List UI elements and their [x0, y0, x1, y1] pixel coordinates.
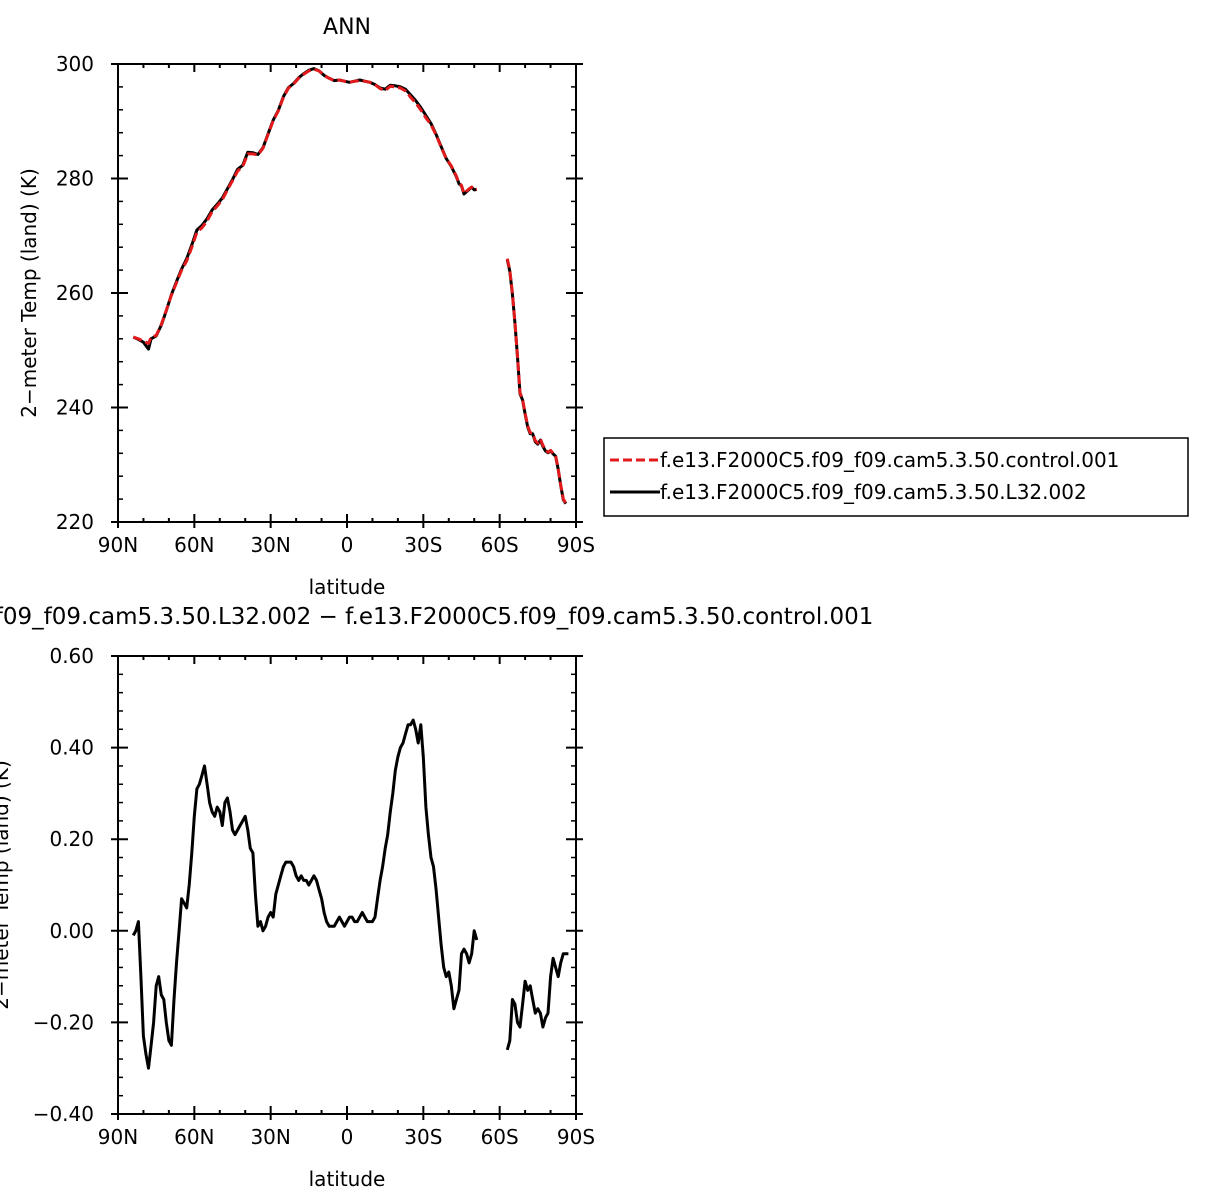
y-tick-label: −0.20: [33, 1010, 94, 1034]
y-axis-label: 2−meter Temp (land) (K): [0, 760, 13, 1010]
x-tick-label: 30N: [250, 1125, 290, 1149]
y-axis-label: 2−meter Temp (land) (K): [17, 168, 41, 418]
y-tick-label: 240: [56, 396, 94, 420]
x-tick-label: 60N: [174, 533, 214, 557]
x-tick-label: 30N: [250, 533, 290, 557]
x-tick-label: 90N: [98, 533, 138, 557]
panel-difference: f.e13.F2000C5.f09_f09.cam5.3.50.L32.002 …: [0, 604, 873, 1191]
series-line-control: [132, 67, 478, 345]
legend-box: [603, 437, 1189, 517]
x-tick-label: 0: [341, 533, 354, 557]
x-tick-label: 60N: [174, 1125, 214, 1149]
series-lines: [131, 718, 569, 1070]
y-tick-label: 280: [56, 167, 94, 191]
panel-annual-temp: ANN latitude 2−meter Temp (land) (K) 90N…: [17, 15, 595, 599]
series-line-l32: [505, 259, 568, 505]
y-tick-label: 0.20: [49, 827, 94, 851]
x-tick-label: 90S: [557, 533, 595, 557]
legend: f.e13.F2000C5.f09_f09.cam5.3.50.control.…: [603, 437, 1189, 517]
plot-frame: [117, 655, 577, 1115]
series-line-control: [505, 258, 568, 504]
chart-title: ANN: [323, 15, 371, 40]
y-tick-label: 300: [56, 52, 94, 76]
x-tick-label: 90S: [557, 1125, 595, 1149]
x-tick-label: 60S: [481, 1125, 519, 1149]
series-line-l32: [131, 718, 479, 1070]
y-tick-label: 0.40: [49, 736, 94, 760]
series-lines: [132, 67, 568, 505]
series-line-l32: [132, 67, 478, 351]
x-tick-label: 0: [341, 1125, 354, 1149]
y-tick-label: −0.40: [33, 1102, 94, 1126]
plot-frame: [117, 63, 577, 523]
x-tick-label: 60S: [481, 533, 519, 557]
x-tick-label: 90N: [98, 1125, 138, 1149]
y-tick-label: 0.00: [49, 919, 94, 943]
x-axis-label: latitude: [309, 575, 386, 599]
y-tick-label: 260: [56, 281, 94, 305]
axis-ticks: 90N 60N 30N 0 30S 60S 90S 300 280 260 240 220: [56, 52, 595, 557]
x-tick-label: 30S: [404, 533, 442, 557]
y-tick-label: 0.60: [49, 644, 94, 668]
series-line-l32: [505, 952, 569, 1051]
x-axis-label: latitude: [309, 1167, 386, 1191]
chart-title: f.e13.F2000C5.f09_f09.cam5.3.50.L32.002 …: [0, 604, 873, 630]
y-tick-label: 220: [56, 510, 94, 534]
legend-label-control: f.e13.F2000C5.f09_f09.cam5.3.50.control.…: [660, 448, 1119, 472]
legend-label-l32: f.e13.F2000C5.f09_f09.cam5.3.50.L32.002: [660, 480, 1087, 504]
x-tick-label: 30S: [404, 1125, 442, 1149]
